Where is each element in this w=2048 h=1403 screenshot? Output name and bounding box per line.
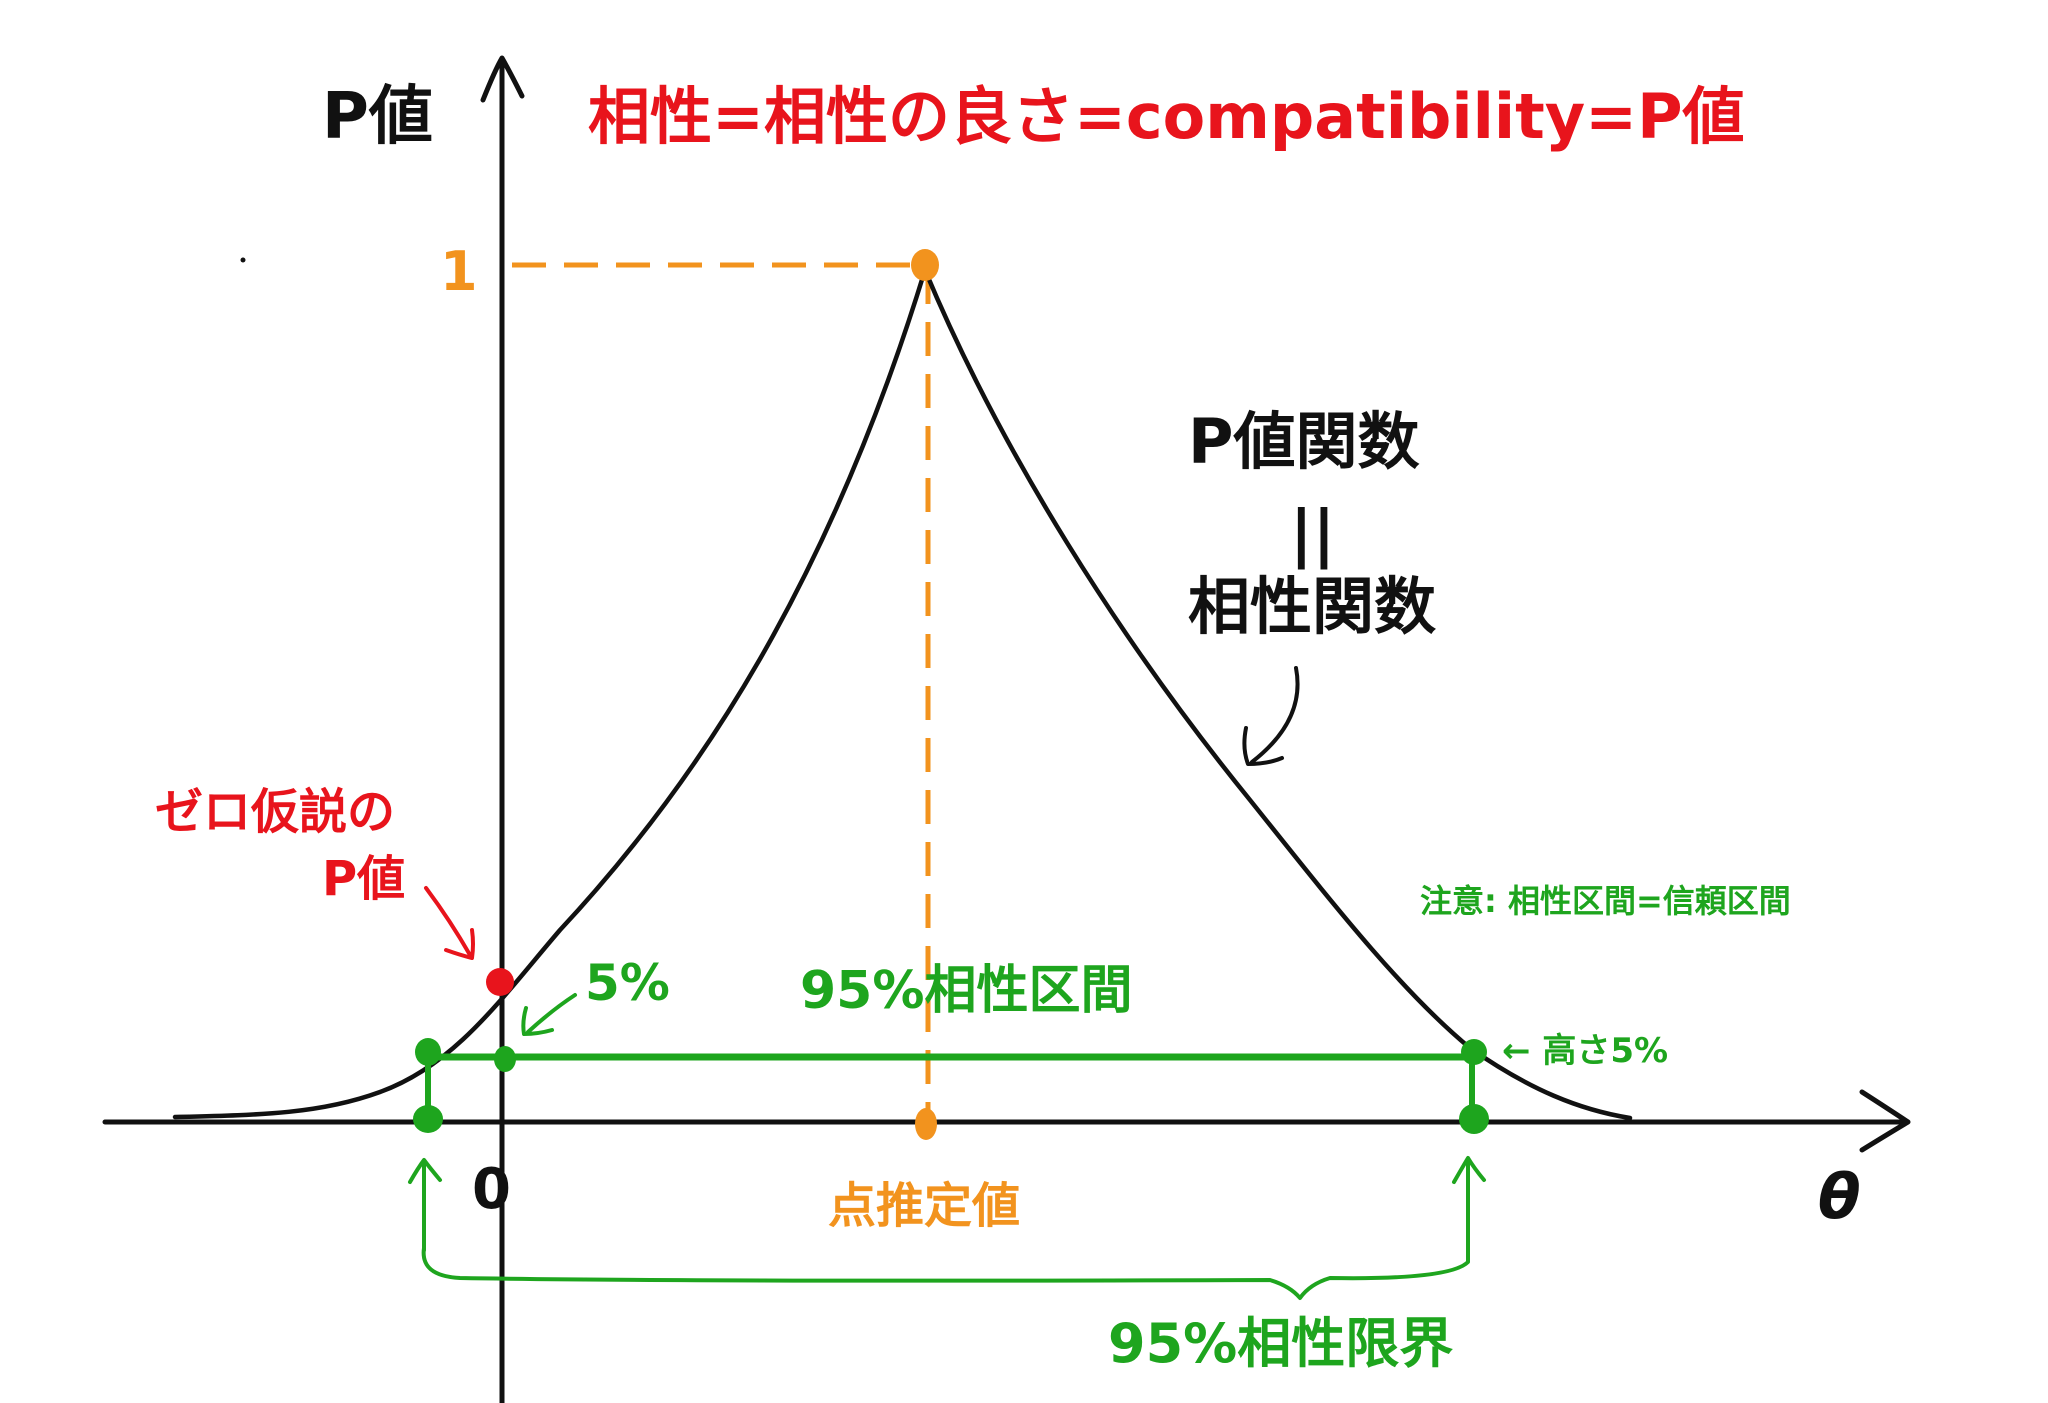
function-label-arrow	[1242, 666, 1300, 766]
function-label-bottom: 相性関数	[1188, 570, 1436, 643]
five-percent-label: 5%	[585, 954, 670, 1012]
x-axis-arrowhead	[1859, 1089, 1911, 1153]
peak-dot	[911, 249, 939, 281]
title: 相性=相性の良さ=compatibility=P値	[588, 80, 1745, 153]
null-p-value-dot	[486, 968, 514, 996]
limits-brace	[421, 1246, 1470, 1300]
zero-level-dot	[494, 1046, 516, 1072]
upper-limit-arrow	[1452, 1156, 1486, 1252]
note-label: 注意: 相性区間=信頼区間	[1420, 882, 1791, 920]
point-estimate-axis-dot	[915, 1108, 937, 1140]
y-one-tick-label: 1	[440, 240, 478, 303]
y-axis-label: P値	[322, 80, 433, 154]
function-label-top: P値関数	[1188, 405, 1419, 478]
upper-limit-curve-dot	[1461, 1039, 1487, 1065]
y-axis-arrowhead	[480, 55, 525, 103]
point-estimate-label: 点推定値	[828, 1178, 1020, 1234]
function-label-equals: ||	[1290, 497, 1335, 571]
five-percent-arrow	[521, 993, 577, 1036]
limits-label: 95%相性限界	[1108, 1312, 1453, 1375]
zero-tick-label: 0	[472, 1157, 511, 1222]
null-p-value-arrow	[424, 886, 475, 960]
null-p-value-label-line2: P値	[322, 851, 405, 907]
height-label: ← 高さ5%	[1502, 1031, 1668, 1071]
upper-limit-axis-dot	[1459, 1104, 1489, 1134]
theta-label: θ	[1818, 1160, 1861, 1233]
interval-label: 95%相性区間	[800, 961, 1132, 1021]
stray-dot	[240, 257, 246, 263]
lower-limit-arrow	[408, 1158, 442, 1252]
null-p-value-label-line1: ゼロ仮説の	[155, 784, 395, 840]
lower-limit-axis-dot	[413, 1105, 443, 1133]
lower-limit-curve-dot	[415, 1038, 441, 1066]
